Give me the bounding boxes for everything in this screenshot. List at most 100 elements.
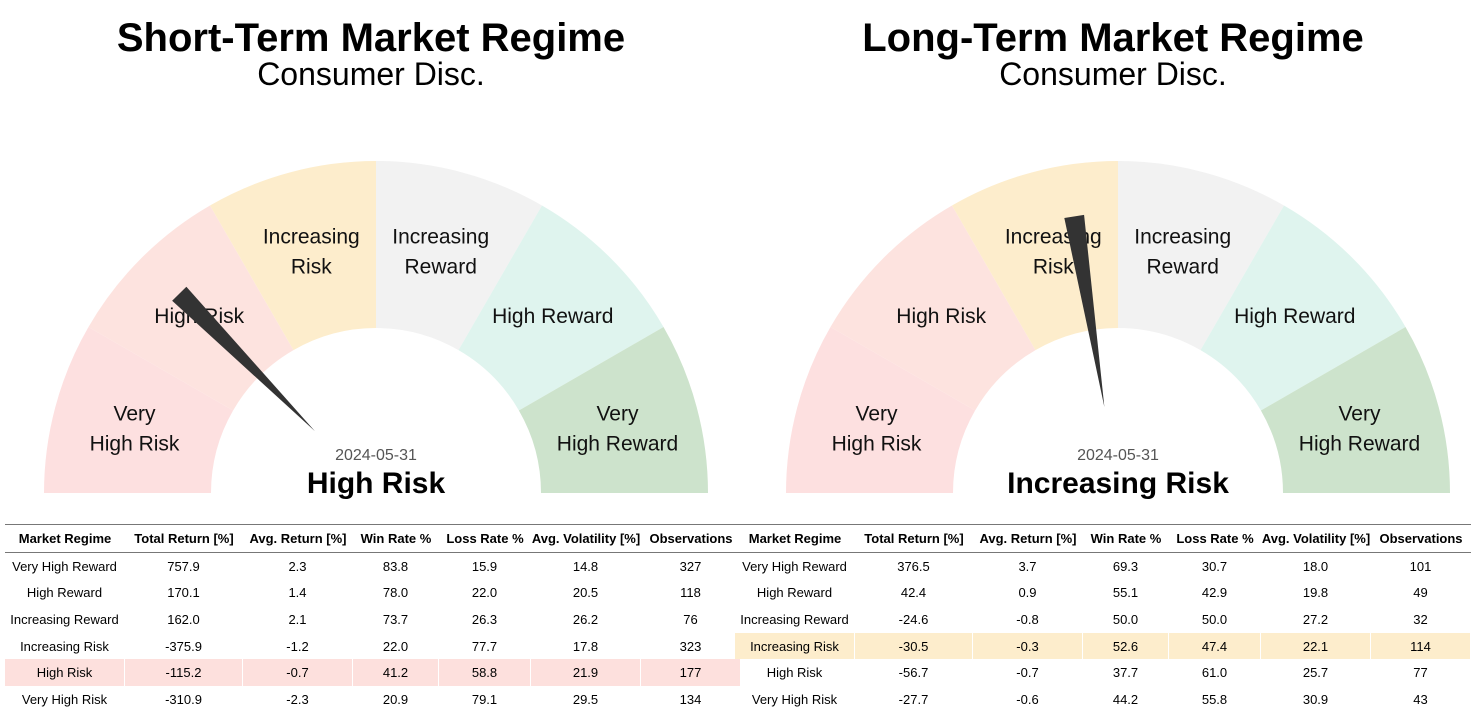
table-cell-market-regime: High Reward <box>735 579 855 607</box>
panel-title: Long-Term Market Regime <box>862 16 1364 60</box>
short-term-panel: Short-Term Market Regime Consumer Disc. … <box>5 16 741 713</box>
table-cell-total-return: -24.6 <box>855 606 973 633</box>
gauge-regime-label: High Risk <box>307 467 446 500</box>
table-cell-total-return: 376.5 <box>855 553 973 580</box>
gauge-segment-label-line: High Reward <box>1299 432 1420 455</box>
table-cell-avg-return: -0.8 <box>973 606 1083 633</box>
gauge-segment-label-line: Increasing <box>1134 226 1231 249</box>
table-cell-observations: 118 <box>641 579 741 607</box>
table-cell-win-rate: 37.7 <box>1083 659 1169 686</box>
table-row: High Risk -115.2 -0.7 41.2 58.8 21.9 177 <box>5 659 741 686</box>
table-cell-win-rate: 55.1 <box>1083 579 1169 607</box>
gauge-segment-very-high-risk <box>44 327 234 493</box>
table-row: Increasing Reward 162.0 2.1 73.7 26.3 26.2 76 <box>5 606 741 633</box>
gauge-segment-label: Very High Risk <box>90 402 180 455</box>
table-row: Increasing Risk -30.5 -0.3 52.6 47.4 22.1 114 <box>735 632 1471 660</box>
table-row: High Reward 42.4 0.9 55.1 42.9 19.8 49 <box>735 579 1471 607</box>
column-header-win-rate: Win Rate % <box>353 524 439 553</box>
table-cell-total-return: 42.4 <box>855 579 973 607</box>
gauge-needle <box>1064 214 1105 408</box>
gauge-needle <box>172 286 315 432</box>
table-cell-win-rate: 20.9 <box>353 685 439 713</box>
table-cell-loss-rate: 26.3 <box>439 606 531 633</box>
table-cell-market-regime: Very High Risk <box>5 685 125 713</box>
table-cell-avg-volatility: 20.5 <box>531 579 641 607</box>
table-row: High Reward 170.1 1.4 78.0 22.0 20.5 118 <box>5 579 741 607</box>
gauge-segment-label-line: Reward <box>405 256 477 279</box>
table-header-row: Market Regime Total Return [%] Avg. Return… <box>5 524 741 553</box>
gauge-segment-label-line: High Reward <box>1234 305 1355 328</box>
table-cell-total-return: -27.7 <box>855 685 973 713</box>
column-header-avg-return: Avg. Return [%] <box>973 524 1083 553</box>
gauge-segment-label-line: Risk <box>1033 256 1074 279</box>
gauge-segment-increasing-reward <box>376 161 542 351</box>
table-cell-market-regime: High Reward <box>5 579 125 607</box>
table-cell-avg-volatility: 21.9 <box>531 659 641 686</box>
gauge-segment-label: Very High Reward <box>557 402 678 455</box>
table-cell-avg-return: -1.2 <box>243 632 353 660</box>
gauge-segment-label: Increasing Risk <box>263 226 360 279</box>
gauge-segment-label-line: Very <box>596 402 639 425</box>
gauge-segment-label: High Reward <box>492 305 613 328</box>
table-cell-avg-volatility: 30.9 <box>1261 685 1371 713</box>
table-cell-avg-volatility: 26.2 <box>531 606 641 633</box>
table-cell-observations: 49 <box>1371 579 1471 607</box>
gauge-segment-label-line: High Risk <box>896 305 986 328</box>
gauge-segment-label-line: High Risk <box>832 432 922 455</box>
table-cell-avg-volatility: 18.0 <box>1261 553 1371 580</box>
gauge-segment-label-line: Increasing <box>263 226 360 249</box>
gauge-segment-label-line: Reward <box>1147 256 1219 279</box>
column-header-avg-volatility: Avg. Volatility [%] <box>1261 524 1371 553</box>
gauge-date: 2024-05-31 <box>1077 447 1159 464</box>
gauge-segment-label-line: Very <box>114 402 157 425</box>
column-header-loss-rate: Loss Rate % <box>1169 524 1261 553</box>
table-cell-win-rate: 73.7 <box>353 606 439 633</box>
gauge-segment-label-line: Risk <box>291 256 332 279</box>
table-cell-market-regime: Very High Risk <box>735 685 855 713</box>
table-row: Increasing Risk -375.9 -1.2 22.0 77.7 17.8 323 <box>5 632 741 660</box>
gauge-segment-very-high-reward <box>518 327 708 493</box>
table-cell-win-rate: 50.0 <box>1083 606 1169 633</box>
table-cell-total-return: -310.9 <box>125 685 243 713</box>
column-header-loss-rate: Loss Rate % <box>439 524 531 553</box>
table-cell-loss-rate: 79.1 <box>439 685 531 713</box>
panel-subtitle: Consumer Disc. <box>257 56 485 92</box>
table-cell-avg-volatility: 25.7 <box>1261 659 1371 686</box>
table-cell-win-rate: 41.2 <box>353 659 439 686</box>
table-cell-market-regime: Increasing Risk <box>735 632 855 660</box>
table-cell-win-rate: 22.0 <box>353 632 439 660</box>
gauge-segment-label: Increasing Reward <box>392 226 489 279</box>
table-cell-total-return: 170.1 <box>125 579 243 607</box>
regime-stats-table: Market Regime Total Return [%] Avg. Return… <box>5 524 741 713</box>
gauge-segment-high-risk <box>830 205 1036 411</box>
table-cell-loss-rate: 55.8 <box>1169 685 1261 713</box>
table-cell-observations: 101 <box>1371 553 1471 580</box>
table-cell-loss-rate: 47.4 <box>1169 632 1261 660</box>
table-cell-avg-return: -2.3 <box>243 685 353 713</box>
table-cell-market-regime: Very High Reward <box>735 553 855 580</box>
table-row: Very High Reward 757.9 2.3 83.8 15.9 14.8 327 <box>5 553 741 580</box>
table-cell-loss-rate: 15.9 <box>439 553 531 580</box>
gauge-segment-very-high-reward <box>1260 327 1450 493</box>
table-cell-avg-volatility: 29.5 <box>531 685 641 713</box>
gauge-segment-increasing-reward <box>1118 161 1284 351</box>
table-cell-total-return: -375.9 <box>125 632 243 660</box>
table-cell-avg-return: -0.7 <box>973 659 1083 686</box>
gauge-segment-label: Very High Reward <box>1299 402 1420 455</box>
gauge-segment-label-line: Very <box>856 402 899 425</box>
table-cell-observations: 134 <box>641 685 741 713</box>
table-cell-observations: 77 <box>1371 659 1471 686</box>
table-header-row: Market Regime Total Return [%] Avg. Return… <box>735 524 1471 553</box>
table-cell-avg-return: -0.7 <box>243 659 353 686</box>
table-row: Increasing Reward -24.6 -0.8 50.0 50.0 27.2 32 <box>735 606 1471 633</box>
table-cell-observations: 114 <box>1371 632 1471 660</box>
table-cell-market-regime: Increasing Reward <box>5 606 125 633</box>
table-cell-avg-return: 2.1 <box>243 606 353 633</box>
column-header-win-rate: Win Rate % <box>1083 524 1169 553</box>
table-cell-avg-volatility: 22.1 <box>1261 632 1371 660</box>
gauge-segment-increasing-risk <box>210 161 376 351</box>
table-cell-avg-volatility: 27.2 <box>1261 606 1371 633</box>
long-term-panel: Long-Term Market Regime Consumer Disc. V… <box>735 0 1484 721</box>
table-cell-loss-rate: 50.0 <box>1169 606 1261 633</box>
table-cell-win-rate: 69.3 <box>1083 553 1169 580</box>
